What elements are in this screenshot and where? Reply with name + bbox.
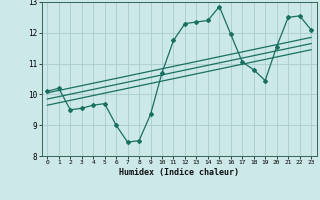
X-axis label: Humidex (Indice chaleur): Humidex (Indice chaleur) bbox=[119, 168, 239, 177]
